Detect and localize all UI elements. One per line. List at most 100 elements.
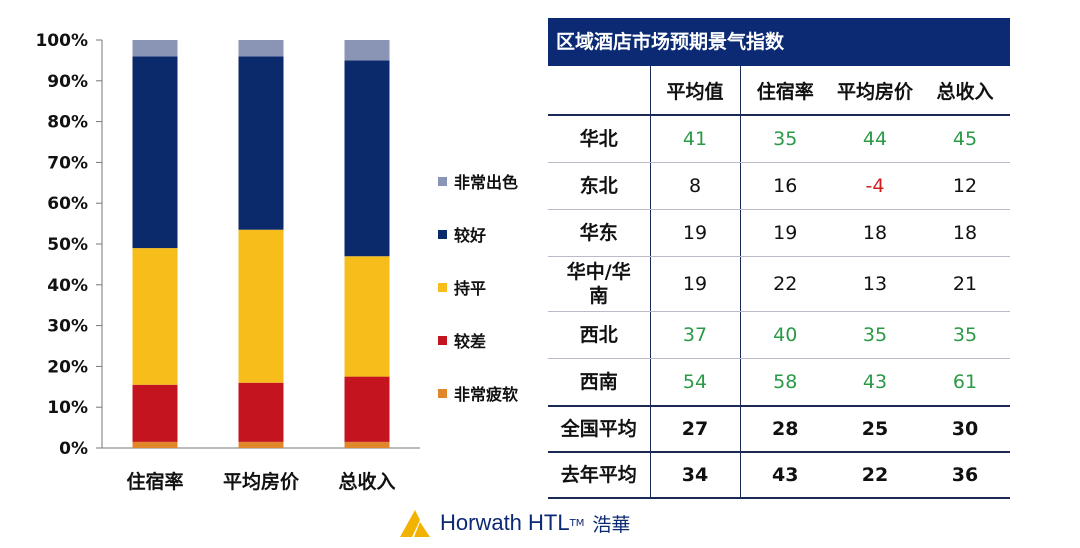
table-row: 东北 8 16 -4 12 (548, 162, 1010, 210)
bar-segment (238, 382, 284, 442)
cell-value: 61 (920, 358, 1010, 407)
bar-segment (132, 248, 178, 385)
horwath-logo: Horwath HTL TM 浩華 (398, 506, 630, 540)
legend-label: 较差 (454, 332, 486, 351)
cell-value: 16 (740, 162, 830, 210)
cell-value: 35 (740, 115, 830, 163)
y-tick-label: 50% (47, 235, 88, 255)
legend-swatch (438, 336, 447, 345)
logo-text: Horwath HTL (440, 510, 570, 535)
y-tick-label: 40% (47, 276, 88, 296)
region-index-table: 区域酒店市场预期景气指数 平均值 住宿率 平均房价 总收入 华北 41 35 4… (548, 18, 1010, 499)
cell-value: 19 (650, 256, 741, 312)
cell-value: 45 (920, 115, 1010, 163)
bar-segment (132, 441, 178, 448)
bar-segment (238, 441, 284, 448)
legend-swatch (438, 389, 447, 398)
table-row: 华东 19 19 18 18 (548, 209, 1010, 257)
logo-trademark: TM (569, 517, 585, 529)
x-category-label: 平均房价 (223, 470, 300, 493)
cell-value: 36 (920, 452, 1010, 499)
y-tick-label: 10% (47, 398, 88, 418)
cell-value: 40 (740, 311, 830, 359)
bar-segment (344, 40, 390, 61)
cell-value: 8 (650, 162, 741, 210)
cell-value: 22 (830, 452, 920, 499)
cell-value: 18 (920, 209, 1010, 257)
bar-segment (344, 441, 390, 448)
header-occupancy: 住宿率 (740, 66, 830, 116)
row-region: 华中/华南 (548, 256, 651, 312)
cell-value: 35 (920, 311, 1010, 359)
header-avg-rate: 平均房价 (830, 66, 920, 116)
bar-segment (132, 384, 178, 442)
bar-segment (344, 256, 390, 377)
bar-segment (344, 60, 390, 257)
bar-segment (238, 56, 284, 230)
cell-value: 41 (650, 115, 741, 163)
row-region: 西南 (548, 358, 651, 407)
table-row: 西北 37 40 35 35 (548, 311, 1010, 359)
row-region: 西北 (548, 311, 651, 359)
row-region: 去年平均 (548, 452, 651, 499)
legend-swatch (438, 230, 447, 239)
cell-value: 28 (740, 405, 830, 453)
y-tick-label: 30% (47, 317, 88, 337)
bar-segment (238, 40, 284, 57)
row-region: 华北 (548, 115, 651, 163)
chart-bars (132, 40, 390, 448)
legend-label: 较好 (454, 226, 486, 245)
cell-value: -4 (830, 162, 920, 210)
bar-segment (132, 56, 178, 249)
bar-segment (132, 40, 178, 57)
y-tick-label: 60% (47, 194, 88, 214)
table-summary-row: 去年平均 34 43 22 36 (548, 452, 1010, 499)
table-row: 西南 54 58 43 61 (548, 358, 1010, 407)
cell-value: 21 (920, 256, 1010, 312)
cell-value: 25 (830, 405, 920, 453)
row-region: 全国平均 (548, 405, 651, 453)
header-blank (548, 66, 651, 116)
header-total-revenue: 总收入 (920, 66, 1010, 116)
cell-value: 43 (740, 452, 830, 499)
mountain-logo-icon (400, 510, 430, 537)
legend-label: 非常出色 (454, 173, 518, 192)
cell-value: 19 (740, 209, 830, 257)
y-tick-label: 100% (35, 31, 88, 51)
table-header-row: 平均值 住宿率 平均房价 总收入 (548, 66, 1010, 116)
row-region: 华东 (548, 209, 651, 257)
x-category-label: 总收入 (338, 470, 395, 493)
x-category-label: 住宿率 (126, 470, 183, 493)
cell-value: 12 (920, 162, 1010, 210)
cell-value: 19 (650, 209, 741, 257)
table-summary-row: 全国平均 27 28 25 30 (548, 405, 1010, 453)
cell-value: 43 (830, 358, 920, 407)
legend-label: 非常疲软 (454, 385, 518, 404)
y-tick-label: 70% (47, 153, 88, 173)
cell-value: 37 (650, 311, 741, 359)
cell-value: 22 (740, 256, 830, 312)
cell-value: 18 (830, 209, 920, 257)
bar-segment (238, 229, 284, 383)
legend-label: 持平 (454, 279, 486, 298)
cell-value: 58 (740, 358, 830, 407)
legend-swatch (438, 177, 447, 186)
cell-value: 44 (830, 115, 920, 163)
y-tick-label: 80% (47, 113, 88, 133)
bar-segment (344, 376, 390, 442)
cell-value: 27 (650, 405, 741, 453)
y-tick-label: 0% (59, 439, 88, 459)
y-tick-label: 90% (47, 72, 88, 92)
stacked-bar-chart: 0% 10% 20% 30% 40% 50% 60% 70% 80% 90% 100% 住宿率 平均房价… (35, 31, 518, 493)
logo-chinese-name: 浩華 (592, 513, 631, 536)
table-row: 华北 41 35 44 45 (548, 115, 1010, 163)
legend-swatch (438, 283, 447, 292)
cell-value: 30 (920, 405, 1010, 453)
table-row: 华中/华南 19 22 13 21 (548, 256, 1010, 312)
cell-value: 35 (830, 311, 920, 359)
row-region: 东北 (548, 162, 651, 210)
cell-value: 13 (830, 256, 920, 312)
header-average: 平均值 (650, 66, 741, 116)
cell-value: 34 (650, 452, 741, 499)
